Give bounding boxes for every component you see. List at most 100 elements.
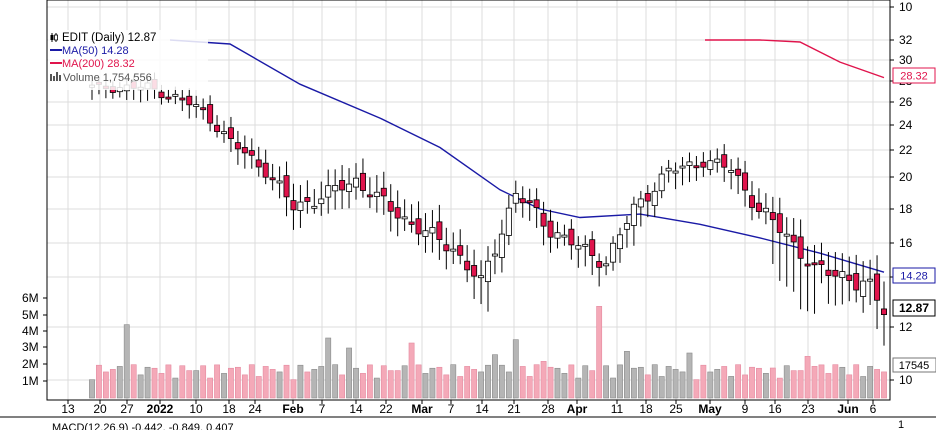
candle-body bbox=[519, 198, 526, 204]
volume-bar bbox=[151, 367, 158, 399]
candle-body bbox=[380, 187, 387, 197]
x-axis-label: 6 bbox=[870, 402, 877, 416]
candle-body bbox=[575, 245, 582, 250]
candle-body bbox=[304, 197, 311, 202]
volume-bar bbox=[707, 371, 714, 399]
candle-body bbox=[832, 269, 839, 277]
legend-ma50: MA(50) 14.28 bbox=[62, 45, 129, 57]
candle-body bbox=[881, 308, 888, 316]
candle-body bbox=[373, 191, 380, 197]
volume-bar bbox=[547, 366, 554, 399]
candle-body bbox=[672, 170, 679, 174]
volume-bar bbox=[665, 366, 672, 399]
candle-body bbox=[825, 269, 832, 276]
candle-body bbox=[846, 274, 853, 281]
candle-body bbox=[255, 159, 262, 168]
candle-body bbox=[735, 168, 742, 176]
volume-bar bbox=[617, 364, 623, 399]
volume-bar bbox=[596, 306, 603, 399]
volume-bar bbox=[630, 367, 637, 399]
candle-body bbox=[728, 170, 735, 173]
volume-bar bbox=[200, 365, 207, 399]
volume-tick-label: 2M bbox=[22, 357, 39, 371]
volume-bar bbox=[554, 367, 561, 399]
candle-body bbox=[554, 232, 561, 239]
volume-bar bbox=[179, 365, 186, 399]
candle-body bbox=[714, 158, 721, 163]
volume-bar bbox=[846, 374, 853, 399]
candle-body bbox=[241, 147, 248, 154]
candle-body bbox=[387, 201, 394, 212]
volume-bar bbox=[290, 379, 297, 399]
candle-body bbox=[505, 207, 512, 236]
candle-body bbox=[610, 242, 617, 263]
candle-body bbox=[839, 271, 846, 278]
volume-bar bbox=[360, 373, 366, 399]
candle-body bbox=[853, 273, 860, 291]
plot-frame bbox=[46, 0, 891, 401]
volume-bar bbox=[874, 369, 880, 399]
volume-tick-label: 4M bbox=[22, 324, 39, 338]
volume-bar bbox=[568, 364, 575, 399]
candle-body bbox=[811, 262, 818, 266]
candle-body bbox=[415, 218, 422, 235]
volume-bar bbox=[415, 364, 422, 399]
candle-body bbox=[464, 260, 471, 271]
volume-bar bbox=[540, 361, 547, 399]
candle-body bbox=[450, 248, 457, 252]
candle-body bbox=[547, 220, 554, 238]
volume-bar bbox=[221, 373, 227, 399]
volume-bars bbox=[89, 306, 887, 399]
volume-bar bbox=[123, 324, 130, 399]
price-tick-label: 10 bbox=[899, 0, 913, 14]
candle-body bbox=[603, 263, 610, 267]
candle-body bbox=[318, 198, 325, 205]
bars-icon bbox=[50, 72, 61, 81]
legend-ma200: MA(200) 28.32 bbox=[62, 58, 135, 70]
price-tick-label: 32 bbox=[899, 33, 913, 47]
x-axis-label: 16 bbox=[768, 402, 782, 416]
x-axis-label: 14 bbox=[475, 402, 489, 416]
volume-bar bbox=[387, 370, 394, 399]
x-axis-label: Feb bbox=[282, 402, 303, 416]
candle-body bbox=[540, 212, 547, 227]
candle-body bbox=[401, 216, 408, 220]
candle-body bbox=[165, 96, 172, 100]
volume-bar bbox=[464, 366, 471, 399]
candle-body bbox=[596, 261, 603, 268]
candle-body bbox=[352, 177, 359, 188]
x-axis-label: 28 bbox=[541, 402, 555, 416]
macd-tick: 1 bbox=[898, 419, 904, 430]
x-axis-label: 18 bbox=[639, 402, 653, 416]
candle-body bbox=[179, 97, 186, 101]
x-axis-label: 27 bbox=[120, 402, 134, 416]
candle-body bbox=[429, 227, 436, 234]
volume-bar bbox=[790, 370, 797, 399]
price-tick-label: 24 bbox=[899, 118, 913, 132]
candle-body bbox=[471, 265, 478, 277]
candle-body bbox=[193, 104, 200, 107]
volume-bar bbox=[158, 373, 165, 399]
volume-bar bbox=[818, 364, 825, 399]
candle-body bbox=[762, 207, 769, 213]
moving-averages bbox=[169, 39, 885, 273]
candle-body bbox=[311, 205, 318, 209]
volume-bar bbox=[304, 371, 311, 399]
candle-body bbox=[443, 244, 450, 252]
candle-body bbox=[804, 263, 811, 267]
volume-bar bbox=[519, 366, 526, 399]
price-tag-text: 12.87 bbox=[899, 301, 929, 315]
volume-bar bbox=[346, 347, 352, 399]
volume-bar bbox=[325, 337, 332, 399]
candle-body bbox=[776, 213, 783, 233]
volume-bar bbox=[714, 369, 721, 399]
candle-body bbox=[332, 185, 339, 192]
volume-bar bbox=[603, 365, 610, 399]
candle-body bbox=[693, 165, 700, 169]
ma50-tag: 14.28 bbox=[892, 267, 936, 284]
volume-bar bbox=[832, 364, 839, 399]
volume-bar bbox=[241, 374, 248, 399]
x-axis-label: 25 bbox=[669, 402, 683, 416]
